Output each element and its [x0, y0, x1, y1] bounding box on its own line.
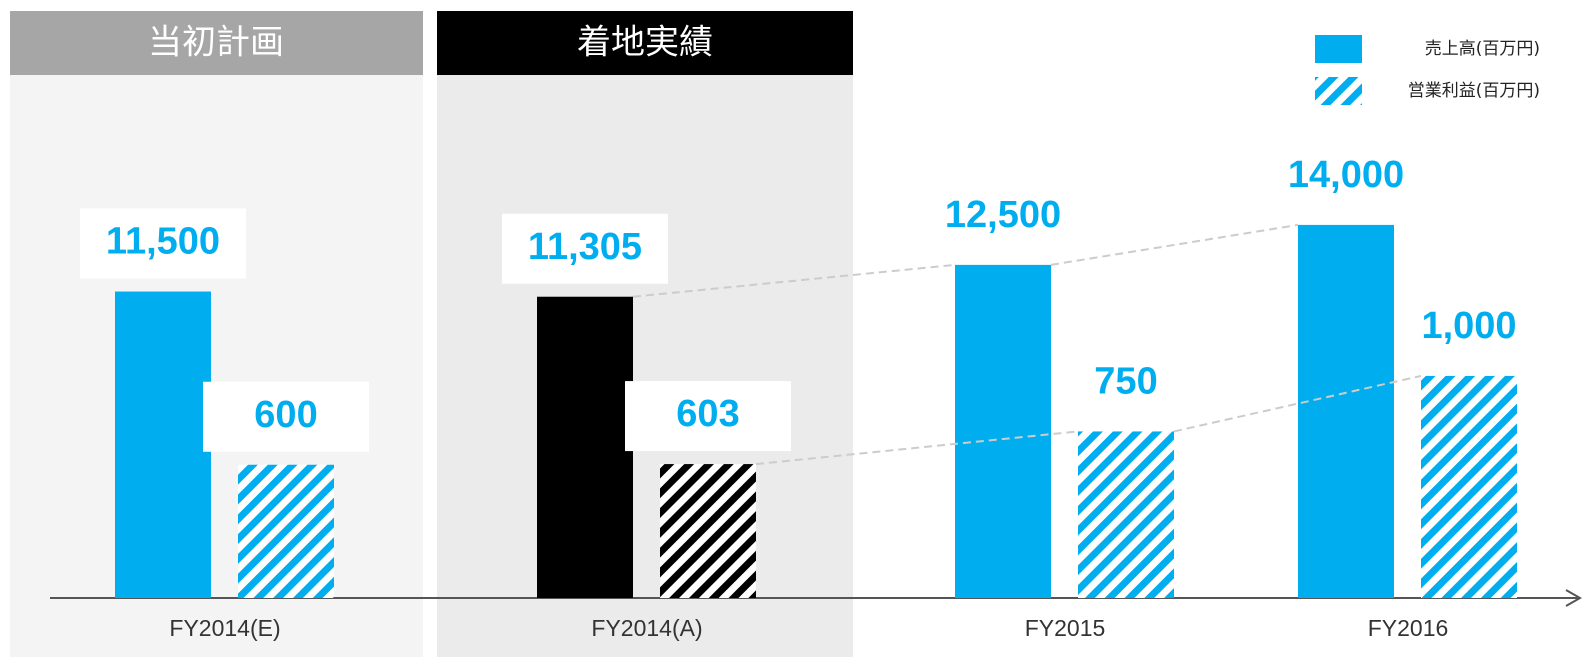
bar [1078, 431, 1174, 598]
trend-line [1050, 223, 1299, 266]
value-label: 11,500 [106, 221, 220, 263]
value-label: 12,500 [945, 194, 1061, 236]
legend-swatch [1315, 35, 1362, 63]
panel-actual-title: 着地実績 [577, 23, 713, 63]
value-label: 603 [676, 393, 739, 435]
trend-line [1173, 374, 1422, 433]
value-label-box [80, 208, 246, 279]
value-label: 11,305 [528, 226, 642, 268]
x-tick-label: FY2014(E) [169, 615, 280, 641]
x-tick-label: FY2015 [1025, 615, 1106, 641]
panel-actual-header [437, 11, 853, 75]
bar [238, 464, 334, 598]
x-tick-label: FY2016 [1368, 615, 1449, 641]
value-label-box [625, 381, 791, 452]
bar [537, 296, 633, 598]
bar [1421, 375, 1517, 598]
x-axis-arrow [1565, 589, 1583, 607]
panel-plan [10, 11, 423, 657]
trend-line [755, 430, 1079, 466]
value-label-box [203, 381, 369, 452]
panel-actual [437, 11, 853, 657]
legend-swatch [1315, 77, 1362, 105]
bar [660, 464, 756, 598]
panel-plan-title: 当初計画 [148, 23, 284, 63]
panel-plan-header [10, 11, 423, 75]
x-tick-label: FY2014(A) [591, 615, 702, 641]
value-label: 750 [1094, 360, 1157, 402]
legend-label: 営業利益(百万円) [1408, 81, 1540, 101]
bar [955, 264, 1051, 598]
bar [1298, 224, 1394, 598]
value-label-box [502, 213, 668, 284]
value-label: 14,000 [1288, 154, 1404, 196]
value-label: 1,000 [1421, 305, 1516, 347]
bar [115, 291, 211, 598]
value-label: 600 [254, 394, 317, 436]
trend-line [632, 263, 956, 298]
legend-label: 売上高(百万円) [1425, 39, 1540, 59]
